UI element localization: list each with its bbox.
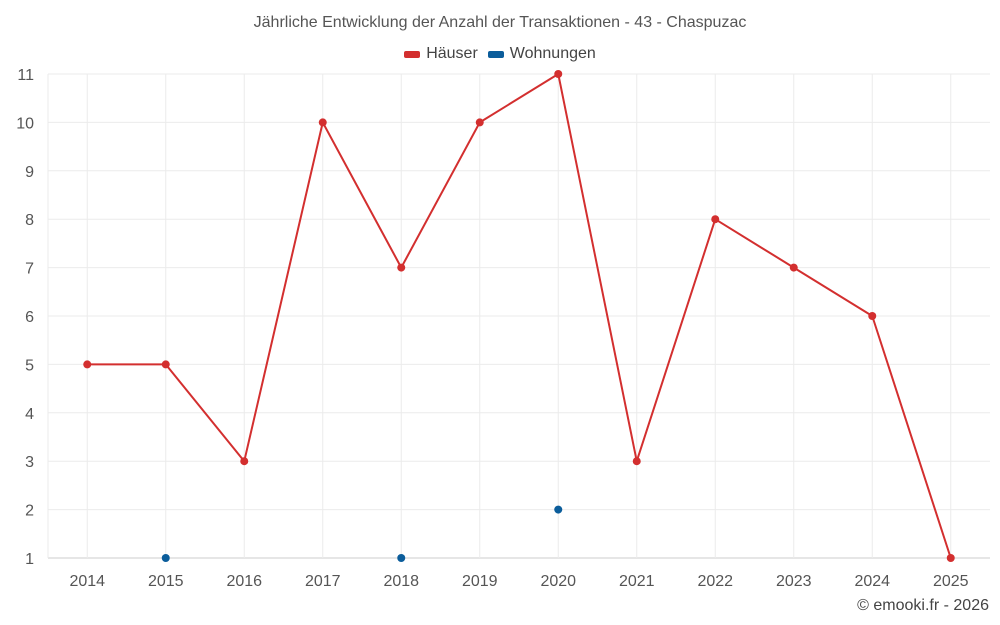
credit-text: © emooki.fr - 2026 — [857, 597, 989, 614]
data-point-haeuser — [397, 263, 406, 272]
series-line-haeuser — [87, 73, 952, 559]
data-point-haeuser — [868, 312, 877, 320]
y-tick-label: 9 — [25, 164, 34, 181]
data-point-wohnungen — [397, 554, 406, 562]
x-tick-label: 2015 — [148, 573, 184, 590]
legend-label-haeuser: Häuser — [426, 45, 478, 62]
data-point-haeuser — [83, 360, 92, 369]
y-tick-label: 3 — [25, 454, 34, 471]
data-point-wohnungen — [161, 554, 170, 562]
x-tick-label: 2016 — [226, 573, 262, 590]
y-tick-label: 8 — [25, 212, 34, 229]
legend: Häuser Wohnungen — [0, 45, 1000, 63]
chart-title: Jährliche Entwicklung der Anzahl der Tra… — [253, 14, 747, 31]
x-tick-label: 2019 — [462, 573, 498, 590]
y-tick-label: 4 — [25, 406, 34, 423]
legend-item-haeuser[interactable]: Häuser — [404, 45, 478, 63]
legend-swatch-wohnungen — [487, 50, 504, 58]
x-tick-label: 2023 — [776, 573, 812, 590]
data-point-haeuser — [554, 70, 563, 78]
x-tick-label: 2020 — [540, 573, 576, 590]
x-tick-label: 2014 — [69, 573, 105, 590]
data-point-haeuser — [946, 554, 955, 562]
data-point-haeuser — [475, 118, 484, 127]
data-point-wohnungen — [554, 505, 563, 514]
data-point-haeuser — [711, 215, 720, 224]
y-tick-label: 11 — [17, 67, 34, 84]
y-tick-label: 6 — [25, 309, 34, 326]
data-point-haeuser — [632, 457, 641, 466]
y-tick-label: 10 — [16, 115, 34, 132]
x-tick-label: 2025 — [933, 573, 969, 590]
data-point-haeuser — [789, 263, 798, 272]
legend-label-wohnungen: Wohnungen — [509, 45, 596, 62]
x-tick-label: 2017 — [305, 573, 341, 590]
legend-swatch-haeuser — [404, 50, 421, 58]
y-tick-label: 1 — [25, 551, 34, 568]
y-tick-label: 7 — [25, 261, 34, 278]
y-tick-label: 5 — [25, 357, 34, 374]
x-tick-label: 2024 — [854, 573, 890, 590]
legend-item-wohnungen[interactable]: Wohnungen — [487, 45, 596, 63]
y-tick-label: 2 — [25, 503, 34, 520]
x-tick-label: 2022 — [697, 573, 733, 590]
x-tick-label: 2018 — [383, 573, 419, 590]
data-point-haeuser — [240, 457, 249, 466]
x-tick-label: 2021 — [619, 573, 655, 590]
data-point-haeuser — [161, 360, 170, 369]
data-point-haeuser — [318, 118, 327, 127]
